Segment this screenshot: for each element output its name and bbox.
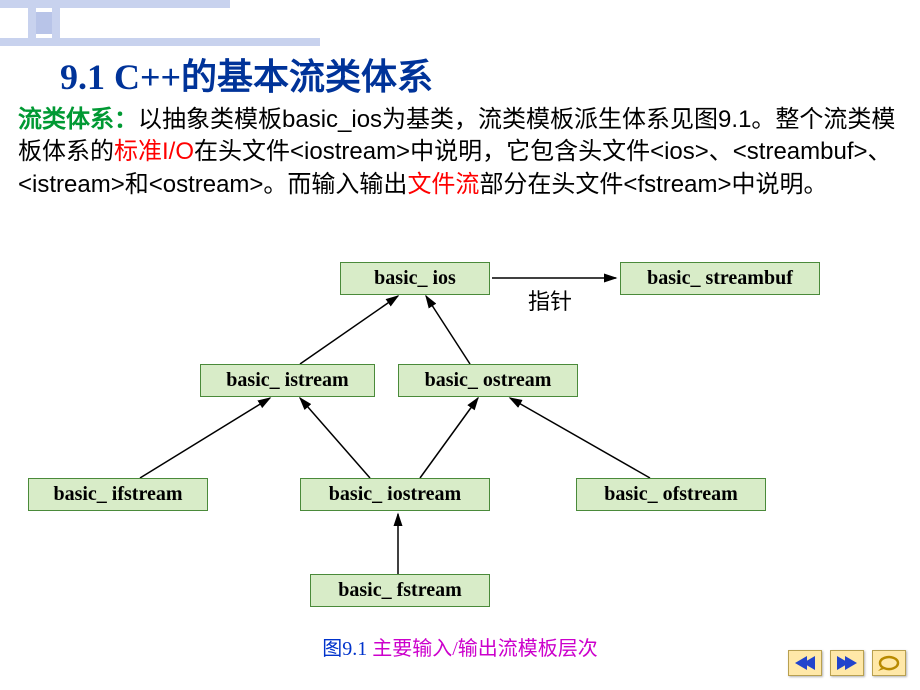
node-basic-ostream: basic_ ostream bbox=[398, 364, 578, 397]
node-basic-ifstream: basic_ ifstream bbox=[28, 478, 208, 511]
prev-icon bbox=[795, 656, 815, 670]
figure-desc: 主要输入/输出流模板层次 bbox=[367, 638, 598, 660]
node-basic-fstream: basic_ fstream bbox=[310, 574, 490, 607]
prev-button[interactable] bbox=[788, 650, 822, 676]
node-basic-streambuf: basic_ streambuf bbox=[620, 262, 820, 295]
node-basic-ofstream: basic_ ofstream bbox=[576, 478, 766, 511]
node-basic-iostream: basic_ iostream bbox=[300, 478, 490, 511]
para-red: 标准I/O bbox=[114, 138, 194, 165]
hierarchy-diagram: basic_ ios basic_ streambuf 指针 basic_ is… bbox=[0, 256, 920, 616]
home-icon bbox=[878, 655, 900, 671]
deco-square bbox=[36, 12, 52, 34]
pointer-label: 指针 bbox=[528, 284, 572, 316]
para-text: 部分在头文件<fstream>中说明。 bbox=[479, 171, 827, 198]
figure-caption: 图9.1 主要输入/输出流模板层次 bbox=[0, 632, 920, 661]
node-basic-ios: basic_ ios bbox=[340, 262, 490, 295]
slide-title: 9.1 C++的基本流类体系 bbox=[60, 48, 433, 100]
home-button[interactable] bbox=[872, 650, 906, 676]
para-red: 文件流 bbox=[407, 171, 479, 198]
deco-bar bbox=[0, 38, 320, 46]
arrow-layer bbox=[0, 256, 920, 616]
deco-bar bbox=[52, 8, 60, 38]
nav-controls bbox=[788, 650, 906, 676]
paragraph: 流类体系：以抽象类模板basic_ios为基类，流类模板派生体系见图9.1。整个… bbox=[18, 104, 902, 201]
next-button[interactable] bbox=[830, 650, 864, 676]
node-basic-istream: basic_ istream bbox=[200, 364, 375, 397]
deco-bar bbox=[28, 8, 36, 38]
deco-bar bbox=[0, 0, 230, 8]
figure-number: 图9.1 bbox=[322, 638, 367, 660]
next-icon bbox=[837, 656, 857, 670]
para-lead: 流类体系： bbox=[18, 106, 138, 133]
